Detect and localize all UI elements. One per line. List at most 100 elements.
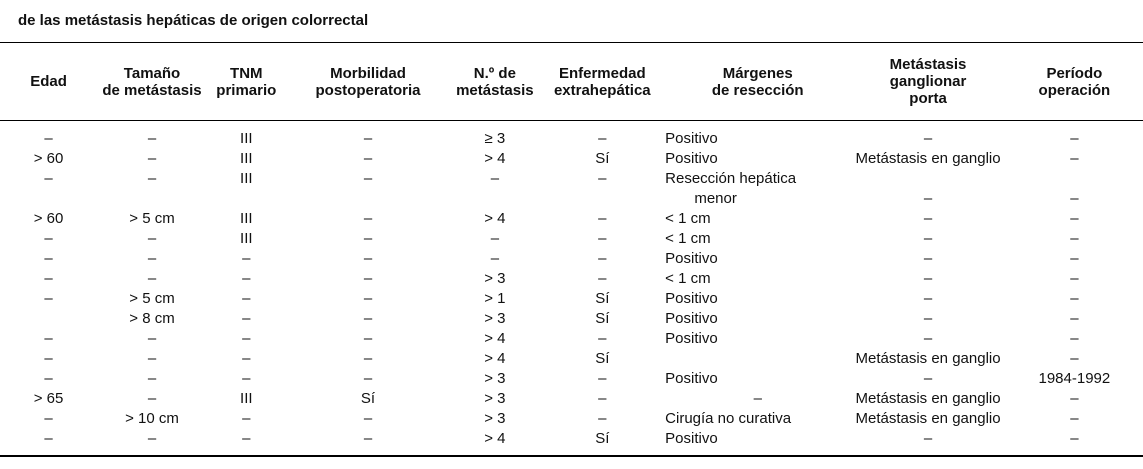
table-cell: Resección hepática menor	[665, 170, 797, 207]
table-cell: 1984-1992	[1038, 370, 1111, 387]
table-cell: –	[147, 390, 157, 407]
table-cell: –	[363, 290, 373, 307]
table-cell: –	[490, 170, 500, 187]
table-row: – – – – > 4 Sí Positivo – –	[0, 429, 1143, 449]
table-cell: Sí	[595, 310, 610, 327]
table-cell: –	[147, 250, 157, 267]
table-cell: –	[242, 330, 251, 347]
prognostic-factors-table: Edad Tamaño de metástasis TNM primario Morb…	[0, 43, 1143, 449]
table-cell: –	[147, 150, 157, 167]
table-cell: –	[598, 370, 607, 387]
column-header: Márgenes de resección	[665, 43, 851, 121]
table-cell: –	[363, 350, 373, 367]
table-cell: –	[363, 210, 373, 227]
table-cell: –	[923, 290, 933, 307]
table-cell: –	[363, 430, 373, 447]
table-cell: > 4	[484, 210, 506, 227]
table-body: – – III – ≥ 3 – Positivo – – > 60 – III – > 4 Sí Positi…	[0, 121, 1143, 450]
table-cell: > 5 cm	[129, 290, 175, 307]
table-cell: –	[44, 270, 53, 287]
table-cell: Sí	[360, 390, 376, 407]
table-cell: III	[240, 150, 253, 167]
table-cell: –	[363, 130, 373, 147]
table-cell: III	[240, 390, 253, 407]
table-cell: –	[923, 270, 933, 287]
table-row: – – III – – – Resección hepática menor – –	[0, 169, 1143, 209]
column-header: Edad	[0, 43, 98, 121]
table-cell: –	[242, 350, 251, 367]
table-cell: –	[598, 390, 607, 407]
table-cell: Cirugía no curativa	[665, 410, 792, 427]
table-cell: –	[242, 290, 251, 307]
column-header: TNM primario	[206, 43, 286, 121]
table-cell: –	[363, 410, 373, 427]
table-cell: Positivo	[665, 250, 718, 267]
column-header: Enfermedad extrahepática	[539, 43, 666, 121]
table-cell: –	[242, 250, 251, 267]
table-cell: –	[44, 170, 53, 187]
table-cell: –	[1070, 410, 1079, 427]
table-row: – – III – ≥ 3 – Positivo – –	[0, 121, 1143, 150]
table-cell: > 3	[484, 270, 506, 287]
table-cell: –	[1070, 290, 1079, 307]
table-cell: –	[242, 410, 251, 427]
table-cell: –	[923, 230, 933, 247]
table-cell: > 4	[484, 430, 506, 447]
table-caption: de las metástasis hepáticas de origen co…	[0, 0, 1143, 43]
table-cell: > 60	[33, 150, 64, 167]
table-cell: –	[598, 230, 607, 247]
table-cell: –	[363, 150, 373, 167]
table-cell	[665, 349, 850, 369]
table-cell: –	[363, 250, 373, 267]
table-cell: –	[598, 130, 607, 147]
table-row: – – – – – – Positivo – –	[0, 249, 1143, 269]
table-cell: > 4	[484, 350, 506, 367]
table-row: > 60 > 5 cm III – > 4 – < 1 cm – –	[0, 209, 1143, 229]
table-cell: –	[44, 250, 53, 267]
table-cell: –	[363, 330, 373, 347]
table-row: – – – – > 4 – Positivo – –	[0, 329, 1143, 349]
table-cell: –	[1070, 390, 1079, 407]
table-cell: –	[44, 330, 53, 347]
table-cell: Sí	[595, 430, 610, 447]
table-cell: Sí	[595, 150, 610, 167]
table-cell: –	[44, 290, 53, 307]
table-cell: > 65	[33, 390, 64, 407]
table-cell: > 3	[484, 410, 506, 427]
table-cell: –	[923, 330, 933, 347]
table-cell: –	[363, 310, 373, 327]
table-row: – – – – > 4 Sí Metástasis en ganglio –	[0, 349, 1143, 369]
table-cell: –	[753, 390, 762, 407]
table-cell: –	[923, 370, 933, 387]
table-cell: –	[598, 330, 607, 347]
table-cell: > 4	[484, 150, 506, 167]
column-header: N.º de metástasis	[450, 43, 540, 121]
table-cell: > 60	[33, 210, 64, 227]
table-cell: –	[1070, 250, 1079, 267]
table-cell: –	[598, 270, 607, 287]
table-cell: –	[923, 130, 933, 147]
table-cell: –	[242, 370, 251, 387]
table-cell: –	[598, 250, 607, 267]
table-cell: Positivo	[665, 290, 718, 307]
table-cell: > 3	[484, 310, 506, 327]
table-cell: Sí	[595, 290, 610, 307]
table-cell: –	[1070, 350, 1079, 367]
table-cell: –	[147, 130, 157, 147]
table-head: Edad Tamaño de metástasis TNM primario Morb…	[0, 43, 1143, 121]
table-cell: –	[363, 170, 373, 187]
table-cell: Positivo	[665, 130, 718, 147]
column-header: Período operación	[1005, 43, 1143, 121]
table-cell: –	[923, 210, 933, 227]
table-header-row: Edad Tamaño de metástasis TNM primario Morb…	[0, 43, 1143, 121]
table-cell: –	[147, 230, 157, 247]
table-cell: –	[490, 230, 500, 247]
table-cell: –	[598, 410, 607, 427]
table-row: – – III – – – < 1 cm – –	[0, 229, 1143, 249]
table-row: – > 10 cm – – > 3 – Cirugía no curativa Metásta…	[0, 409, 1143, 429]
table-cell	[0, 309, 97, 329]
table-cell: –	[598, 170, 607, 187]
table-cell: Positivo	[665, 370, 718, 387]
column-header: Tamaño de metástasis	[97, 43, 207, 121]
